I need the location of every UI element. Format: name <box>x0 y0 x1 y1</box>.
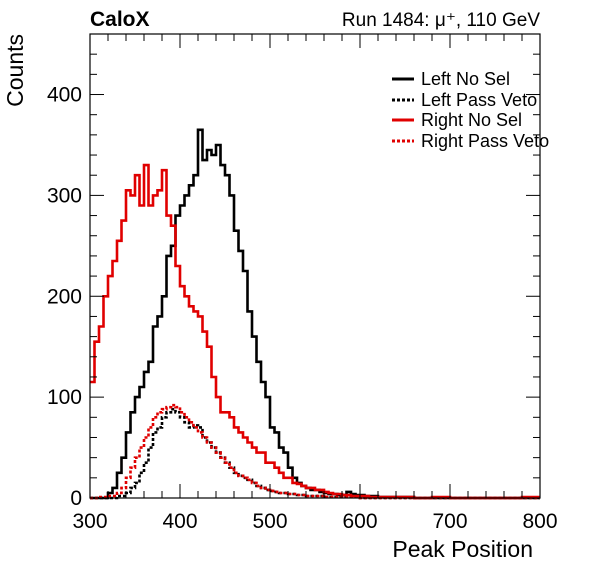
chart-title-left: CaloX <box>90 8 150 31</box>
x-tick-label: 300 <box>72 510 107 533</box>
series-right-pass-veto <box>90 403 540 500</box>
legend: Left No Sel Left Pass Veto Right No Sel … <box>392 69 549 151</box>
y-tick-label: 400 <box>47 84 82 107</box>
y-tick-label: 300 <box>47 184 82 207</box>
chart-title-right: Run 1484: μ⁺, 110 GeV <box>342 10 540 31</box>
y-tick-label: 100 <box>47 386 82 409</box>
x-axis-title: Peak Position <box>392 536 533 562</box>
y-tick-label: 200 <box>47 285 82 308</box>
legend-label-left-no-sel: Left No Sel <box>421 69 510 89</box>
tick-layer: 300 400 500 600 700 800 0 100 200 300 400 <box>47 33 558 533</box>
series-right-no-sel <box>90 163 540 500</box>
legend-label-left-pass-veto: Left Pass Veto <box>421 90 537 110</box>
legend-label-right-no-sel: Right No Sel <box>421 110 522 130</box>
y-tick-label: 0 <box>70 487 82 510</box>
x-tick-label: 500 <box>252 510 287 533</box>
legend-label-right-pass-veto: Right Pass Veto <box>421 131 549 151</box>
x-tick-label: 800 <box>522 510 557 533</box>
x-tick-label: 700 <box>432 510 467 533</box>
series-left-no-sel <box>90 128 540 500</box>
x-tick-label: 600 <box>342 510 377 533</box>
y-axis-title: Counts <box>2 34 28 107</box>
x-tick-label: 400 <box>162 510 197 533</box>
series-layer <box>90 128 540 500</box>
series-left-pass-veto <box>90 407 540 500</box>
plot-frame <box>89 33 541 499</box>
